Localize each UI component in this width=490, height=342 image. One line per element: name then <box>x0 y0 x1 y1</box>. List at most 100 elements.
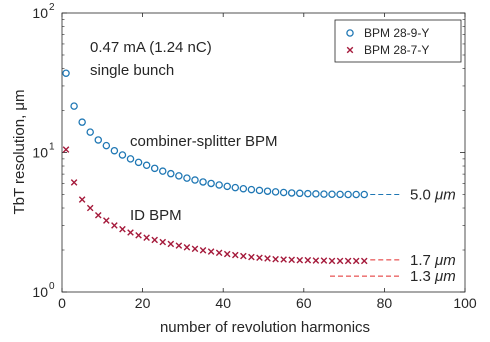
data-point-circle <box>134 158 143 167</box>
data-point-x <box>70 179 78 186</box>
data-point-circle <box>158 167 167 175</box>
data-point-circle <box>102 141 111 150</box>
data-point-x <box>86 204 94 212</box>
series-layer <box>62 69 368 265</box>
data-point-circle <box>78 118 86 126</box>
data-point-x <box>119 225 126 233</box>
y-tick-label: 10 <box>32 284 48 300</box>
level-1-3-value: 1.3 <box>410 268 435 285</box>
y-tick-label: 10 <box>32 145 48 161</box>
data-point-circle <box>223 182 231 191</box>
level-1-3-unit: μm <box>434 268 456 285</box>
data-point-circle <box>215 181 223 189</box>
data-point-x <box>167 240 175 248</box>
data-point-circle <box>70 102 78 110</box>
data-point-x <box>111 222 118 229</box>
data-point-circle <box>199 178 207 186</box>
data-point-x <box>320 257 328 264</box>
y-axis-label: TbT resolution, μm <box>11 89 28 214</box>
legend-box <box>334 19 462 63</box>
data-point-circle <box>150 164 159 173</box>
x-tick-label: 100 <box>453 295 477 311</box>
data-point-circle <box>263 187 272 195</box>
id-bpm-label: ID BPM <box>130 207 182 224</box>
data-point-x <box>231 251 239 259</box>
data-point-circle <box>86 128 94 136</box>
data-point-x <box>272 255 279 263</box>
level-annotations: 5.0 μm1.7 μm1.3 μm <box>330 186 456 285</box>
data-point-circle <box>175 172 183 180</box>
level-5-0-value: 5.0 <box>410 186 435 203</box>
data-point-circle <box>191 176 199 184</box>
data-point-circle <box>118 151 127 159</box>
x-tick-label: 0 <box>58 295 66 311</box>
data-point-circle <box>94 136 103 144</box>
data-point-circle <box>255 186 264 195</box>
data-point-x <box>103 217 110 224</box>
data-point-circle <box>183 174 191 182</box>
data-point-circle <box>207 179 215 188</box>
legend-label: BPM 28-9-Y <box>364 26 429 40</box>
data-point-circle <box>360 190 368 199</box>
level-1-7-label: 1.7 μm <box>410 252 456 269</box>
level-1-7-unit: μm <box>434 252 456 269</box>
data-point-circle <box>239 184 248 193</box>
x-axis-label: number of revolution harmonics <box>160 319 370 336</box>
data-point-circle <box>110 146 119 155</box>
x-tick-label: 20 <box>135 295 151 311</box>
data-point-x <box>127 229 134 236</box>
data-point-x <box>183 244 191 251</box>
data-point-x <box>264 255 271 262</box>
data-point-circle <box>304 189 312 198</box>
data-point-x <box>352 257 360 265</box>
data-point-circle <box>62 69 70 77</box>
data-point-x <box>336 257 344 265</box>
data-point-x <box>143 234 150 242</box>
data-point-circle <box>231 183 240 192</box>
x-tick-label: 80 <box>377 295 393 311</box>
data-point-x <box>248 253 255 261</box>
data-point-x <box>159 238 167 246</box>
data-point-x <box>328 257 336 265</box>
data-point-x <box>151 236 158 244</box>
y-tick-exponent: 1 <box>49 142 55 153</box>
data-point-x <box>207 248 215 255</box>
beam-current-label: 0.47 mA (1.24 nC) <box>90 39 212 56</box>
x-tick-label: 60 <box>296 295 312 311</box>
combiner-splitter-label: combiner-splitter BPM <box>130 133 278 150</box>
data-point-circle <box>279 188 288 197</box>
data-point-circle <box>336 190 344 199</box>
x-tick-label: 40 <box>215 295 231 311</box>
legend-label: BPM 28-7-Y <box>364 43 429 57</box>
data-point-x <box>344 257 352 265</box>
level-5-0-label: 5.0 μm <box>410 186 456 203</box>
data-point-x <box>223 250 231 258</box>
data-point-circle <box>312 190 320 198</box>
data-point-circle <box>271 188 280 196</box>
data-point-x <box>360 257 368 265</box>
data-point-x <box>296 256 304 264</box>
data-point-circle <box>296 189 304 198</box>
data-point-x <box>78 196 86 203</box>
data-point-x <box>135 231 142 239</box>
data-point-circle <box>142 161 151 170</box>
data-point-circle <box>126 155 135 163</box>
legend-marker-x <box>346 46 354 54</box>
y-tick-label: 10 <box>32 5 48 21</box>
data-point-x <box>312 257 320 264</box>
legend-marker-circle <box>346 29 354 37</box>
bunch-mode-label: single bunch <box>90 62 174 79</box>
data-point-circle <box>352 190 360 199</box>
data-point-x <box>256 254 263 262</box>
data-point-x <box>304 256 312 264</box>
data-point-x <box>191 245 199 253</box>
data-point-circle <box>167 169 175 178</box>
data-point-x <box>288 256 296 264</box>
data-point-x <box>280 256 287 263</box>
data-point-x <box>240 252 247 260</box>
data-point-circle <box>247 185 256 194</box>
data-point-circle <box>287 189 296 197</box>
data-point-circle <box>328 190 336 199</box>
